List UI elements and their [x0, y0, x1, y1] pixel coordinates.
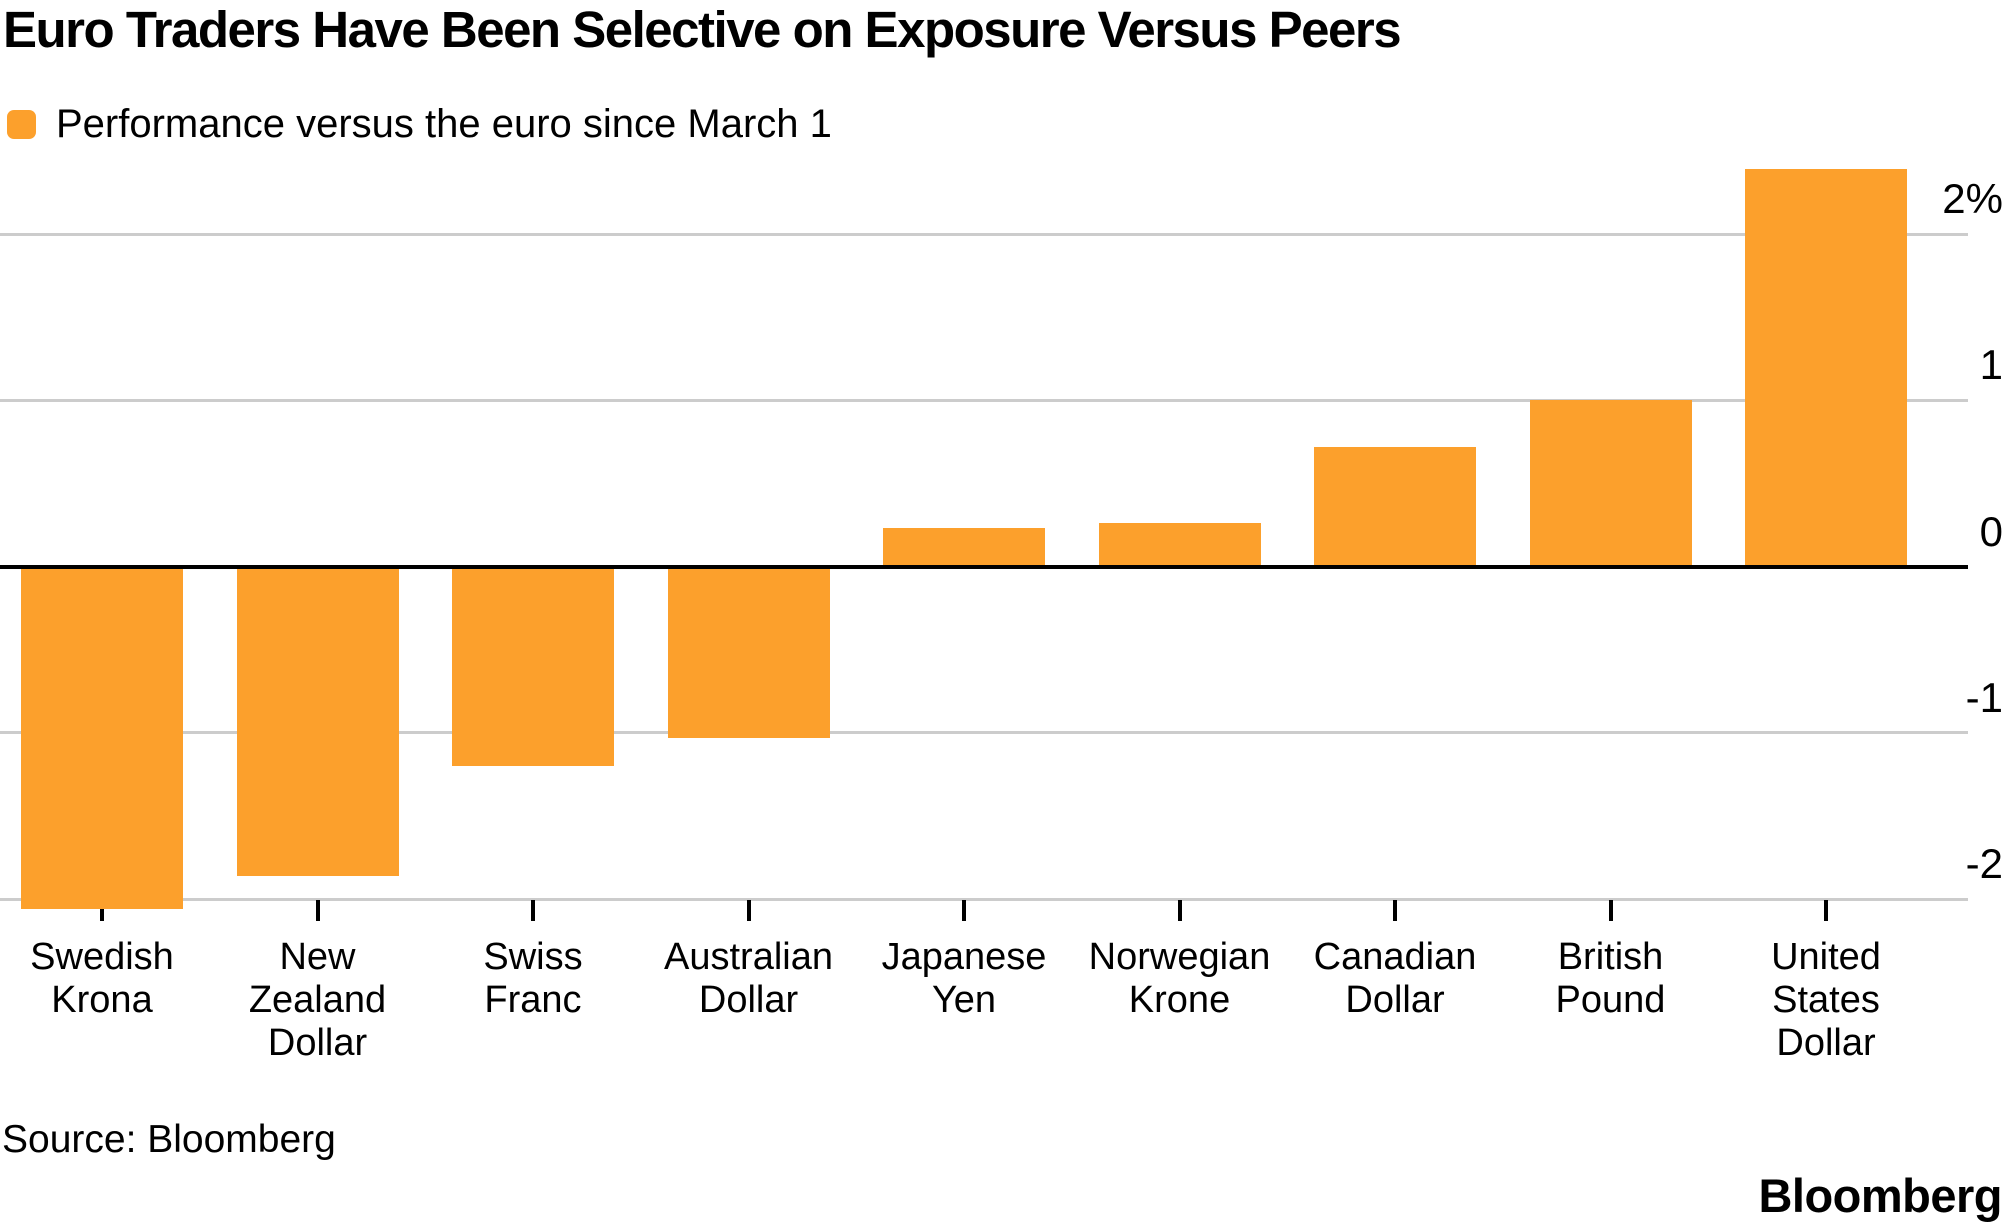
zero-axis-line: [0, 564, 1968, 569]
x-axis-label-norwegian-krone: Norwegian Krone: [1060, 936, 1300, 1022]
x-axis-label-line: Dollar: [1345, 979, 1445, 1021]
x-axis-tick-canadian-dollar: [1393, 900, 1397, 921]
x-axis-tick-japanese-yen: [962, 900, 966, 921]
x-axis-label-british-pound: British Pound: [1491, 936, 1731, 1022]
gridline-2pct: [0, 232, 1968, 236]
x-axis-label-line: Zealand: [248, 979, 387, 1021]
y-axis-label--2: -2: [1965, 840, 2003, 887]
legend-label: Performance versus the euro since March …: [56, 101, 832, 146]
x-axis-label-line: United: [1771, 936, 1881, 978]
x-axis-label-line: British: [1557, 936, 1664, 978]
gridline--2: [0, 897, 1968, 901]
bloomberg-logo: Bloomberg: [1758, 1169, 2002, 1222]
bar-canadian-dollar: [1314, 446, 1476, 567]
x-axis-tick-norwegian-krone: [1177, 900, 1182, 921]
bar-japanese-yen: [883, 528, 1045, 567]
x-axis-label-line: Pound: [1555, 979, 1666, 1021]
source-note: Source: Bloomberg: [2, 1118, 336, 1161]
x-axis-tick-australian-dollar: [746, 900, 751, 921]
x-axis-label-line: Dollar: [698, 979, 799, 1021]
x-axis-label-line: New: [279, 936, 356, 978]
x-axis-label-line: Australian: [664, 936, 833, 978]
x-axis-tick-united-states-dollar: [1824, 900, 1828, 921]
gridline-1: [0, 398, 1968, 402]
bar-swiss-franc: [452, 566, 614, 766]
x-axis-label-line: Dollar: [1776, 1022, 1876, 1064]
bar-new-zealand-dollar: [236, 566, 399, 876]
x-axis-label-swedish-krona: Swedish Krona: [0, 936, 222, 1022]
x-axis-label-line: Krone: [1128, 979, 1231, 1021]
x-axis-label-united-states-dollar: United States Dollar: [1706, 936, 1946, 1065]
legend-swatch-icon: [7, 109, 36, 139]
x-axis-tick-new-zealand-dollar: [315, 900, 320, 921]
bar-british-pound: [1529, 400, 1692, 567]
x-axis-label-line: Canadian: [1313, 936, 1477, 978]
x-axis-label-line: Dollar: [267, 1022, 368, 1064]
x-axis-label-line: Norwegian: [1088, 936, 1271, 978]
y-axis-label-0: 0: [1979, 507, 2003, 555]
x-axis-tick-swiss-franc: [531, 900, 535, 921]
x-axis-label-canadian-dollar: Canadian Dollar: [1275, 936, 1515, 1022]
x-axis-tick-british-pound: [1608, 900, 1613, 921]
legend: Performance versus the euro since March …: [7, 101, 832, 146]
chart-title: Euro Traders Have Been Selective on Expo…: [3, 1, 1402, 58]
y-axis-label-2pct: 2%: [1942, 175, 2003, 222]
x-axis-label-australian-dollar: Australian Dollar: [629, 936, 869, 1022]
x-axis-label-line: Yen: [931, 979, 997, 1021]
y-axis-label-1: 1: [1979, 341, 2003, 389]
y-axis-label--1: -1: [1965, 673, 2003, 721]
x-axis-label-japanese-yen: Japanese Yen: [844, 936, 1084, 1022]
x-axis-tick-swedish-krona: [100, 900, 104, 921]
x-axis-label-line: Swiss: [483, 936, 583, 978]
x-axis-label-swiss-franc: Swiss Franc: [413, 936, 653, 1022]
x-axis-label-line: Swedish: [30, 936, 174, 978]
gridline--1: [0, 731, 1968, 735]
bar-norwegian-krone: [1098, 523, 1261, 567]
x-axis-label-new-zealand-dollar: New Zealand Dollar: [198, 936, 438, 1065]
x-axis-label-line: States: [1772, 979, 1880, 1021]
x-axis-label-line: Franc: [484, 979, 582, 1021]
x-axis-label-line: Krona: [51, 979, 153, 1021]
bar-swedish-krona: [21, 566, 183, 909]
x-axis-label-line: Japanese: [881, 936, 1047, 978]
bar-united-states-dollar: [1745, 169, 1907, 567]
bar-australian-dollar: [667, 566, 830, 738]
